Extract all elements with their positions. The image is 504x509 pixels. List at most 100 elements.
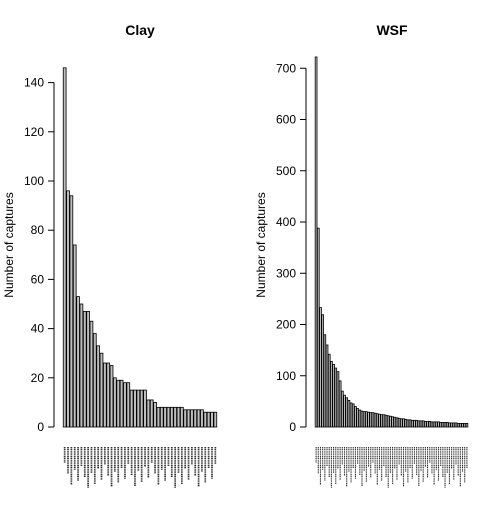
y-tick-label-wsf-0: 0: [289, 420, 296, 434]
bar-clay-35: [180, 406, 184, 428]
bar-wsf-57: [439, 421, 443, 428]
bar-wsf-12: [340, 390, 344, 428]
bar-clay-29: [159, 406, 164, 428]
bar-wsf-18: [354, 406, 357, 428]
bar-clay-36: [183, 409, 188, 428]
bar-wsf-36: [393, 416, 397, 428]
bar-wsf-21: [360, 410, 364, 428]
bar-wsf-11: [338, 380, 342, 428]
bar-clay-15: [113, 377, 117, 428]
bar-wsf-46: [415, 419, 418, 428]
bar-wsf-38: [397, 417, 401, 428]
chart-title-clay: Clay: [125, 22, 155, 38]
bar-clay-31: [166, 406, 171, 428]
category-labels-clay: [63, 447, 217, 488]
y-tick-label-wsf-2: 200: [276, 318, 296, 332]
y-tick-label-clay-3: 60: [31, 272, 45, 286]
bar-wsf-49: [421, 420, 425, 428]
panel-wsf: WSF Number of captures 0 100 200 300 400 500 6…: [254, 22, 469, 488]
bar-clay-11: [99, 352, 104, 428]
y-axis-label-wsf: Number of captures: [254, 192, 268, 297]
bar-wsf-50: [424, 420, 427, 428]
bar-wsf-34: [389, 415, 392, 428]
bar-wsf-29: [378, 413, 381, 428]
y-tick-label-wsf-7: 700: [276, 61, 296, 75]
bar-clay-41: [200, 409, 204, 428]
bar-wsf-42: [406, 419, 410, 428]
bar-clay-2: [69, 195, 74, 428]
bar-wsf-37: [395, 417, 399, 428]
bar-wsf-5: [325, 344, 329, 428]
bar-clay-18: [123, 382, 127, 428]
bar-wsf-66: [459, 423, 462, 428]
bar-wsf-17: [351, 403, 355, 428]
bar-clay-38: [190, 409, 194, 428]
bar-clay-19: [126, 382, 131, 428]
bar-clay-44: [210, 411, 214, 428]
bar-clay-4: [76, 296, 80, 428]
bar-wsf-64: [454, 422, 458, 428]
bar-clay-26: [149, 399, 154, 428]
bar-wsf-3: [321, 314, 324, 428]
y-tick-label-wsf-4: 400: [276, 215, 296, 229]
bar-clay-27: [153, 401, 157, 428]
bar-wsf-45: [413, 419, 416, 428]
bar-wsf-20: [358, 409, 362, 428]
bar-wsf-67: [461, 423, 464, 428]
bar-clay-25: [146, 399, 151, 428]
bar-wsf-54: [432, 421, 436, 428]
y-tick-label-clay-1: 20: [31, 371, 45, 385]
bar-clay-30: [163, 406, 167, 428]
bar-clay-37: [186, 409, 191, 428]
y-tick-label-clay-4: 80: [31, 223, 45, 237]
bar-wsf-9: [334, 367, 338, 428]
bar-wsf-6: [327, 353, 331, 428]
bar-clay-20: [129, 389, 134, 428]
bar-clay-3: [72, 244, 77, 428]
bar-clay-32: [169, 406, 174, 428]
bar-clay-45: [213, 411, 218, 428]
bar-wsf-31: [382, 414, 386, 428]
y-axis-wsf: 0 100 200 300 400 500 600 700: [276, 61, 307, 434]
bar-wsf-25: [369, 412, 373, 428]
bar-clay-23: [139, 389, 144, 428]
bar-wsf-56: [437, 421, 440, 428]
bar-clay-28: [156, 406, 161, 428]
bar-wsf-8: [332, 364, 335, 428]
bar-wsf-30: [380, 414, 383, 428]
bar-wsf-27: [373, 412, 377, 428]
bar-clay-22: [136, 389, 141, 428]
bar-wsf-14: [345, 397, 349, 428]
bar-wsf-52: [428, 420, 432, 428]
bar-clay-1: [66, 190, 70, 428]
bar-wsf-19: [356, 408, 359, 428]
bar-wsf-58: [441, 421, 445, 428]
bar-wsf-68: [463, 423, 467, 428]
bar-wsf-63: [452, 422, 456, 428]
bars-wsf: [314, 56, 469, 428]
y-tick-label-wsf-6: 600: [276, 113, 296, 127]
bar-wsf-39: [400, 418, 403, 428]
bar-clay-42: [203, 411, 208, 428]
bar-clay-24: [143, 389, 147, 428]
bar-wsf-32: [384, 414, 388, 428]
bar-wsf-51: [426, 420, 429, 428]
bar-clay-34: [176, 406, 181, 428]
bar-wsf-24: [367, 411, 370, 428]
y-tick-label-wsf-5: 500: [276, 164, 296, 178]
bar-wsf-7: [330, 360, 333, 428]
bar-clay-8: [89, 320, 94, 428]
bar-clay-9: [92, 333, 97, 428]
y-tick-label-clay-0: 0: [37, 420, 44, 434]
bars-clay: [62, 67, 218, 428]
bar-wsf-0: [314, 56, 318, 428]
bar-clay-10: [96, 345, 100, 428]
bar-clay-6: [82, 310, 87, 428]
bar-wsf-1: [316, 227, 320, 428]
bar-wsf-55: [434, 421, 438, 428]
bar-wsf-23: [365, 411, 368, 428]
bar-wsf-65: [456, 423, 460, 428]
bar-wsf-61: [448, 422, 451, 428]
